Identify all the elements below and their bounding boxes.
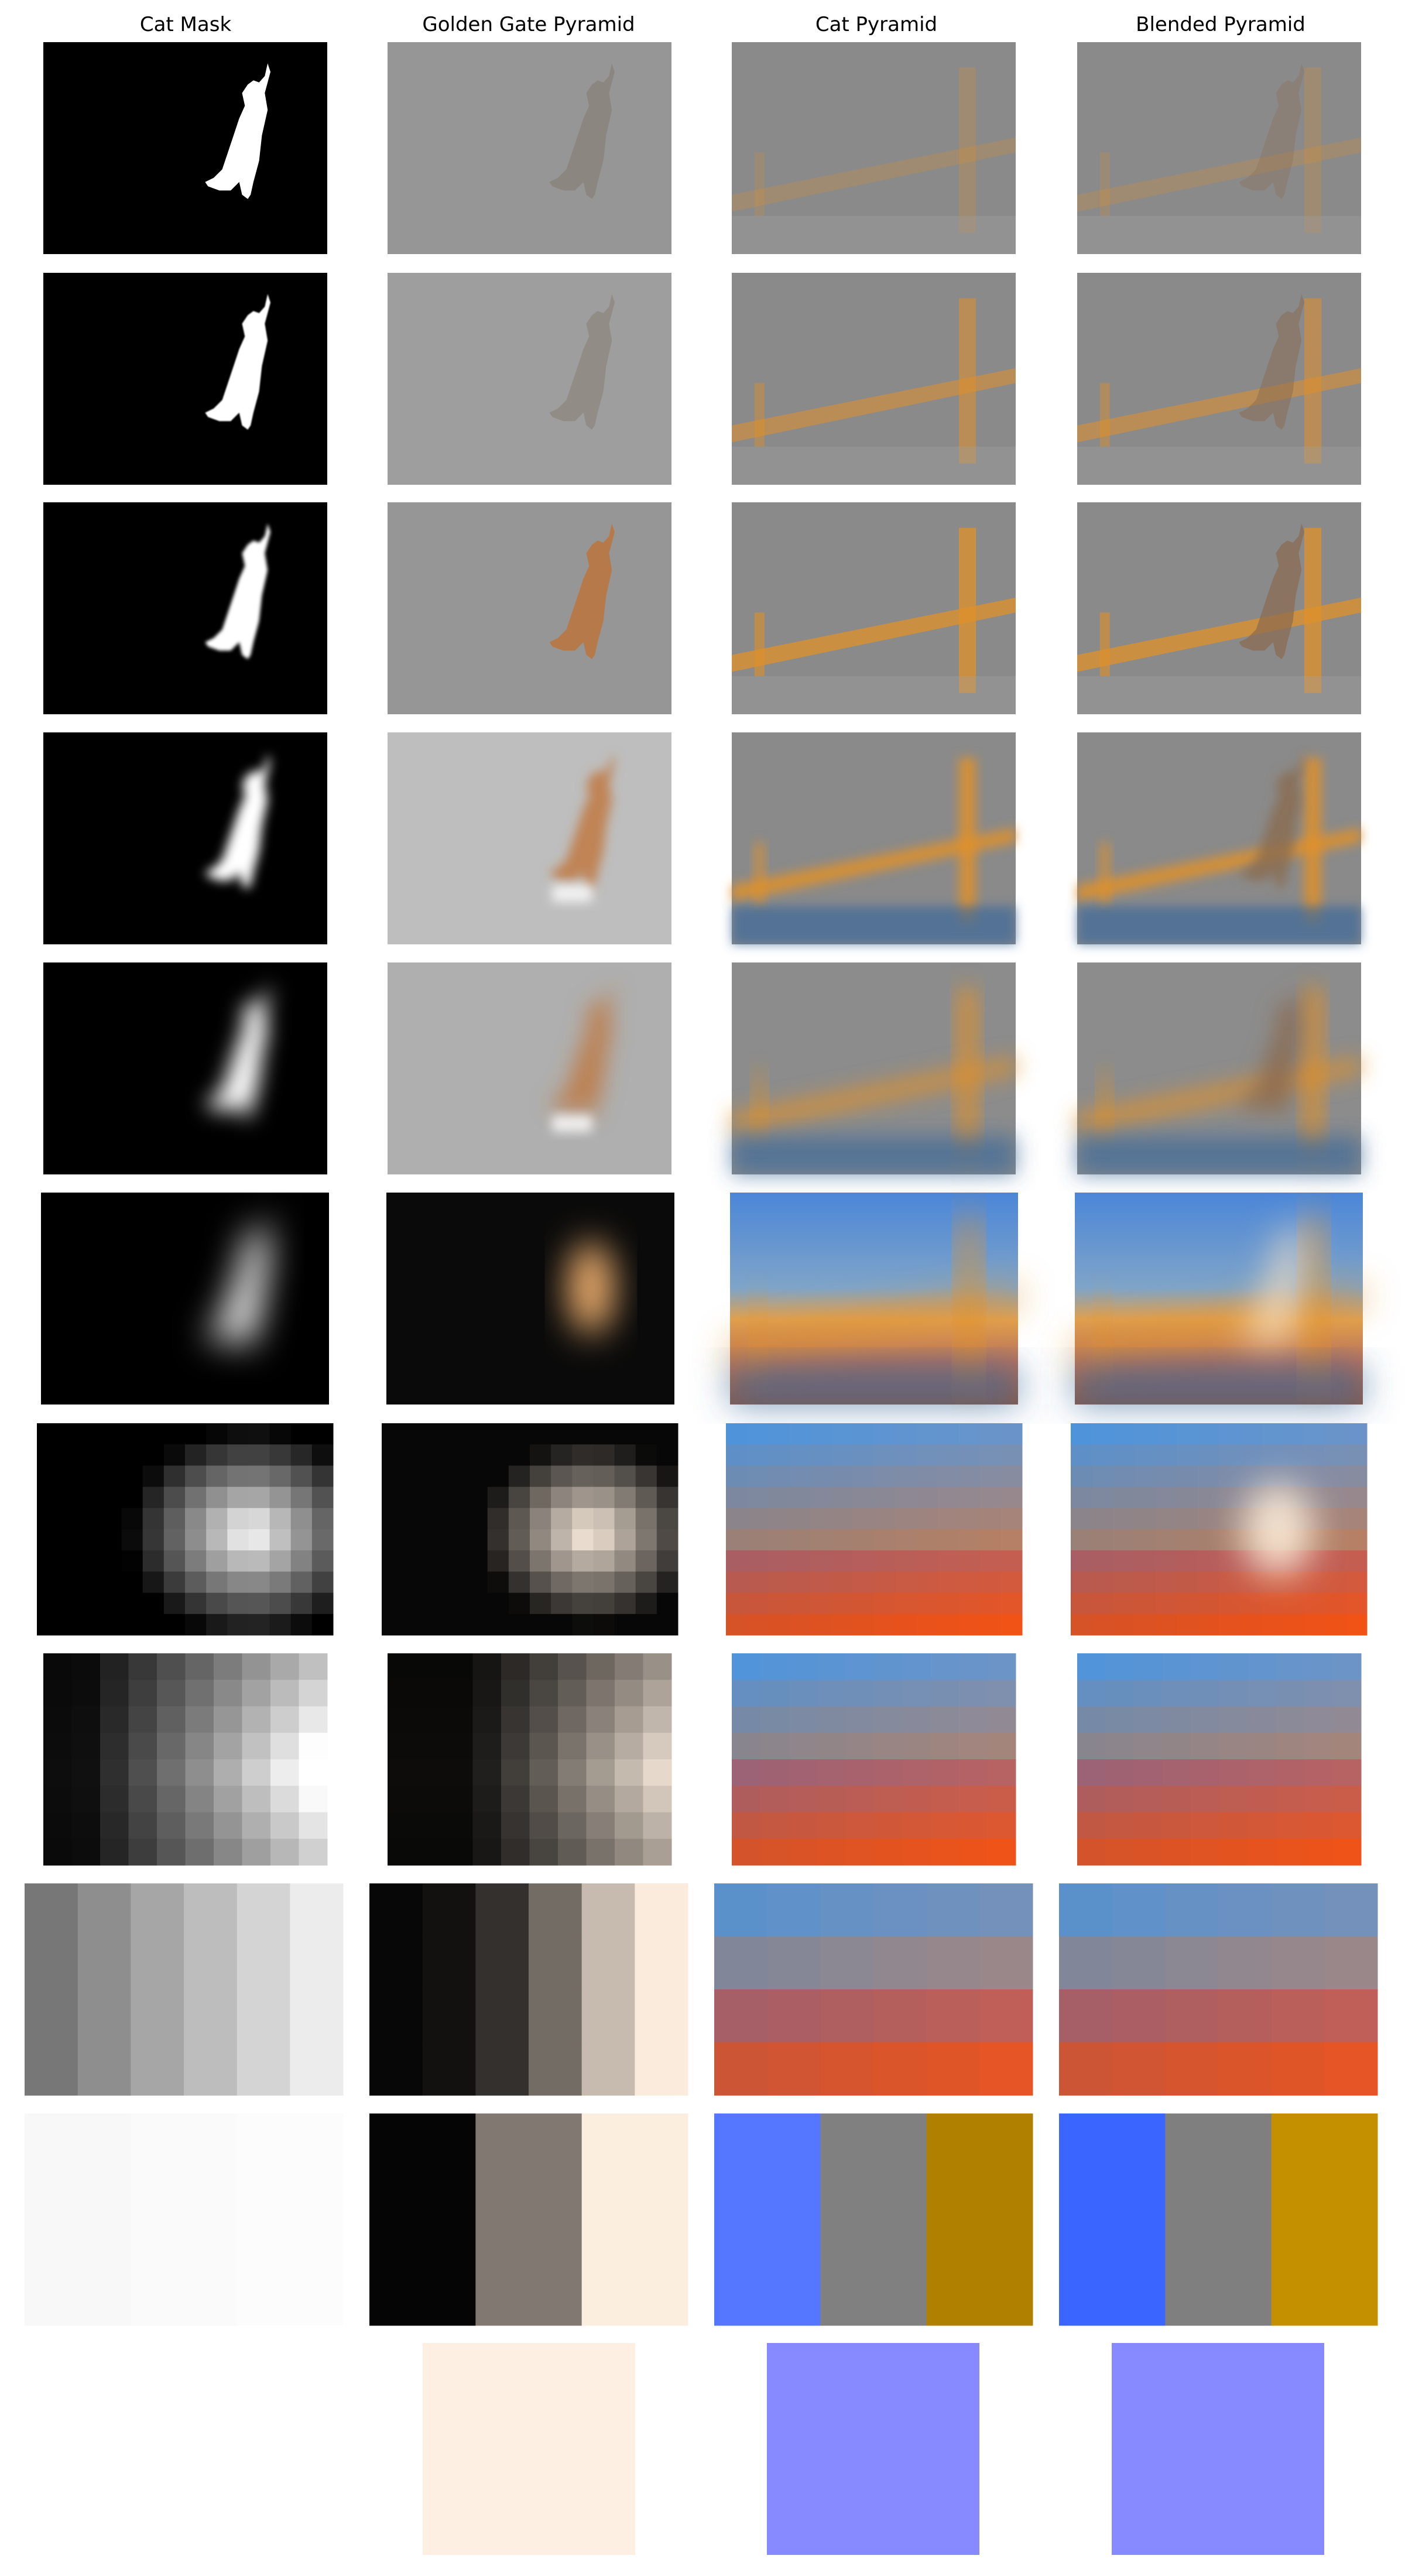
panel-cat-mask-level-4 [43, 962, 327, 1174]
column-title-cat-pyramid: Cat Pyramid [815, 13, 938, 36]
panel-blended-level-4 [1077, 962, 1361, 1174]
panel-cat-level-2 [732, 502, 1016, 714]
panel-cat-mask-level-3 [43, 732, 327, 944]
panel-cat-mask-level-6 [37, 1423, 334, 1636]
panel-golden-gate-level-3 [388, 732, 671, 944]
panel-golden-gate-level-4 [388, 962, 671, 1174]
panel-blended-level-9 [1059, 2113, 1378, 2326]
column-title-cat-mask: Cat Mask [139, 13, 232, 36]
column-title-golden-gate-pyramid: Golden Gate Pyramid [422, 13, 635, 36]
panel-golden-gate-level-0 [388, 42, 671, 254]
panel-cat-level-10 [767, 2343, 979, 2555]
panel-cat-mask-level-5 [41, 1193, 329, 1405]
panel-golden-gate-level-6 [382, 1423, 678, 1636]
panel-cat-level-9 [714, 2113, 1033, 2326]
panel-golden-gate-level-7 [388, 1653, 672, 1866]
panel-cat-mask-level-9 [25, 2113, 344, 2326]
panel-cat-mask-level-1 [43, 273, 327, 485]
panel-blended-level-7 [1077, 1653, 1362, 1866]
panel-cat-level-0 [732, 42, 1016, 254]
panel-golden-gate-level-8 [369, 1883, 688, 2096]
panel-cat-level-4 [732, 962, 1016, 1174]
panel-blended-level-6 [1071, 1423, 1368, 1636]
panel-blended-level-1 [1077, 273, 1361, 485]
panel-cat-level-1 [732, 273, 1016, 485]
panel-golden-gate-level-10 [423, 2343, 635, 2555]
panel-cat-level-8 [714, 1883, 1033, 2096]
panel-blended-level-2 [1077, 502, 1361, 714]
panel-blended-level-8 [1059, 1883, 1378, 2096]
panel-cat-mask-level-0 [43, 42, 327, 254]
panel-golden-gate-level-5 [386, 1193, 674, 1405]
panel-cat-level-7 [732, 1653, 1016, 1866]
panel-golden-gate-level-9 [369, 2113, 688, 2326]
panel-cat-mask-level-8 [25, 1883, 344, 2096]
panel-blended-level-0 [1077, 42, 1361, 254]
panel-cat-level-3 [732, 732, 1016, 944]
panel-blended-level-10 [1112, 2343, 1324, 2555]
panel-cat-mask-level-7 [43, 1653, 328, 1866]
panel-golden-gate-level-1 [388, 273, 671, 485]
panel-cat-level-5 [730, 1193, 1018, 1405]
panel-cat-level-6 [726, 1423, 1023, 1636]
panel-blended-level-5 [1075, 1193, 1363, 1405]
panel-golden-gate-level-2 [388, 502, 671, 714]
panel-cat-mask-level-2 [43, 502, 327, 714]
column-title-blended-pyramid: Blended Pyramid [1136, 13, 1305, 36]
panel-blended-level-3 [1077, 732, 1361, 944]
